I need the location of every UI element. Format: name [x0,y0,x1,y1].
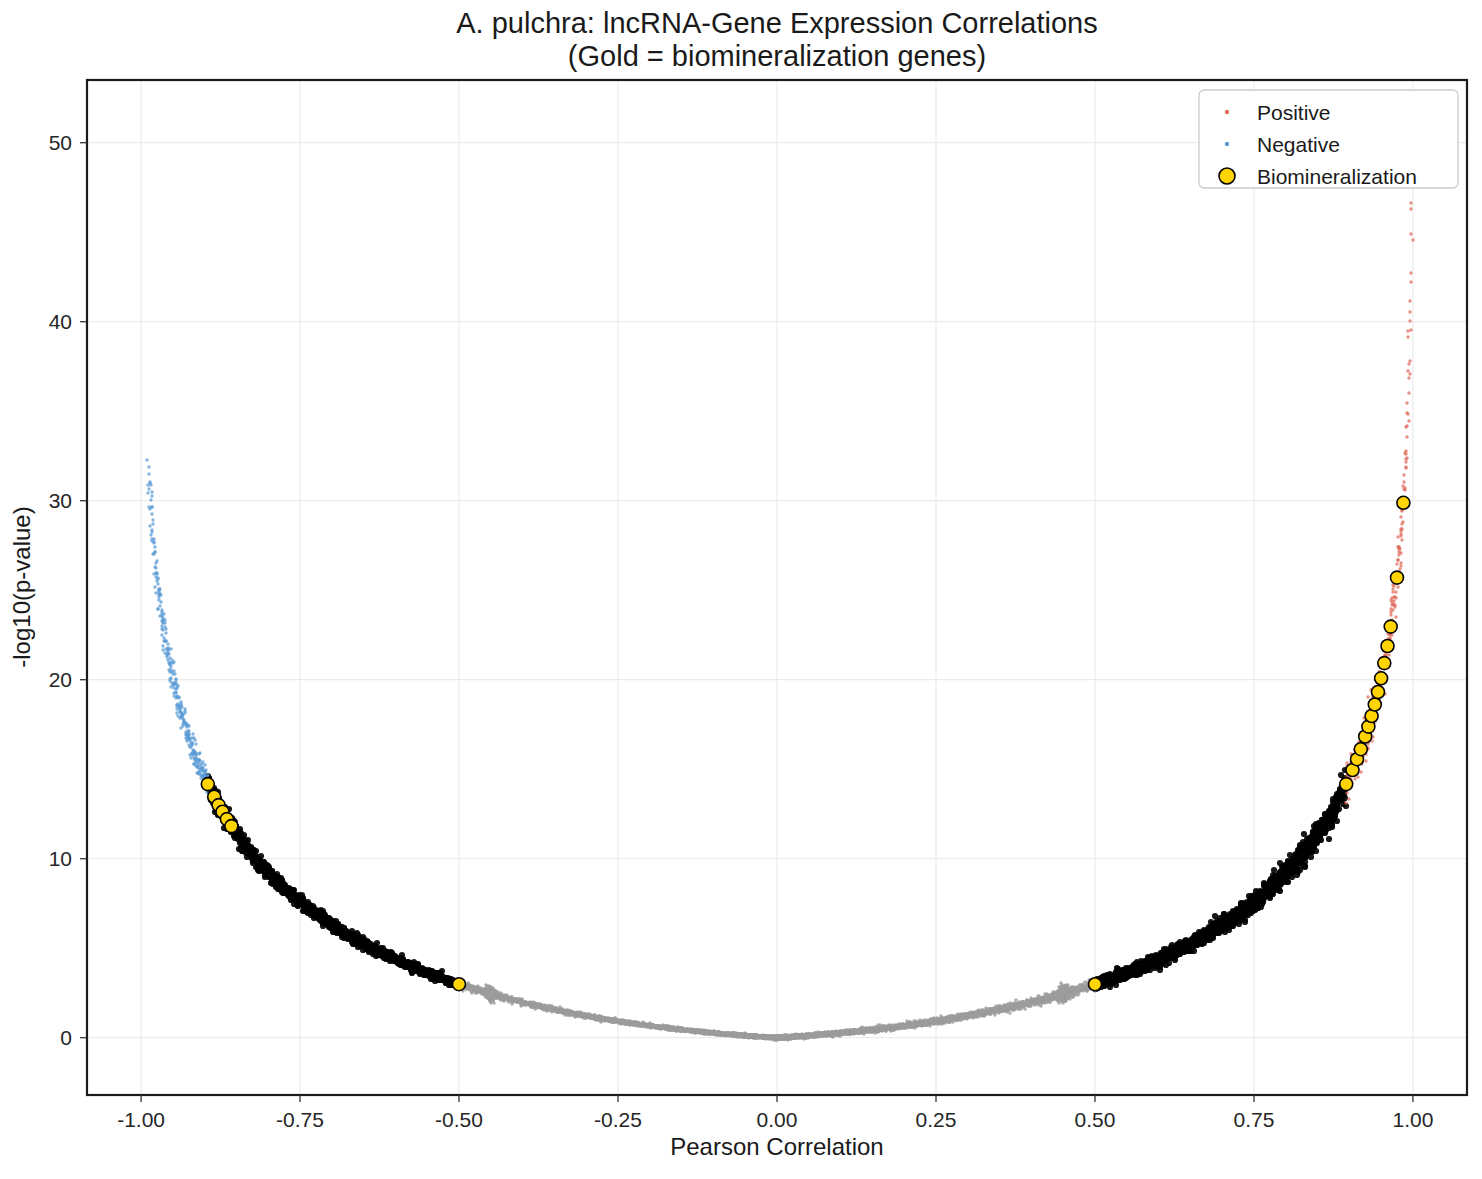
svg-text:-1.00: -1.00 [117,1108,165,1131]
svg-text:10: 10 [49,847,72,870]
svg-text:1.00: 1.00 [1392,1108,1433,1131]
svg-text:-0.25: -0.25 [594,1108,642,1131]
svg-text:0: 0 [60,1026,72,1049]
svg-text:Biomineralization: Biomineralization [1257,165,1417,188]
svg-text:20: 20 [49,668,72,691]
svg-text:Positive: Positive [1257,101,1331,124]
svg-text:30: 30 [49,489,72,512]
svg-text:A. pulchra: lncRNA-Gene Expres: A. pulchra: lncRNA-Gene Expression Corre… [456,7,1098,39]
svg-text:-0.50: -0.50 [435,1108,483,1131]
svg-text:(Gold = biomineralization gene: (Gold = biomineralization genes) [568,40,986,72]
svg-text:0.00: 0.00 [757,1108,798,1131]
svg-text:0.75: 0.75 [1234,1108,1275,1131]
svg-text:40: 40 [49,310,72,333]
svg-text:Negative: Negative [1257,133,1340,156]
svg-text:50: 50 [49,131,72,154]
svg-text:0.50: 0.50 [1075,1108,1116,1131]
svg-text:-0.75: -0.75 [276,1108,324,1131]
svg-text:-log10(p-value): -log10(p-value) [8,506,35,667]
svg-text:0.25: 0.25 [916,1108,957,1131]
svg-text:Pearson Correlation: Pearson Correlation [670,1133,883,1160]
